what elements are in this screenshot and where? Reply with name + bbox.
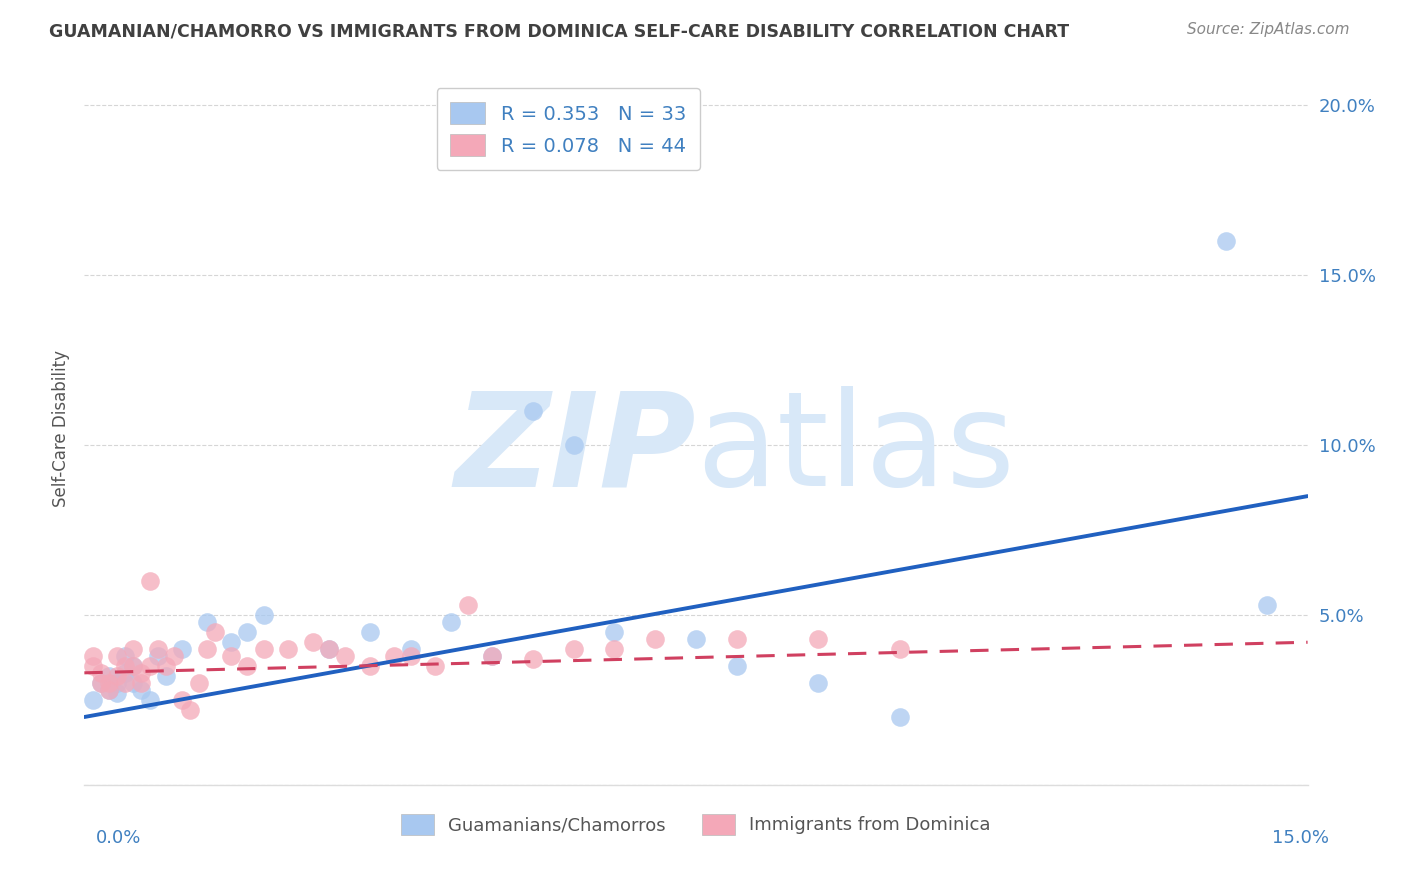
Point [481, 648, 503, 663]
Point [603, 642, 626, 657]
Point [146, 642, 169, 657]
Point [114, 648, 136, 663]
Point [97, 676, 120, 690]
Point [423, 659, 446, 673]
Point [204, 625, 226, 640]
Point [155, 669, 177, 683]
Point [138, 574, 160, 588]
Point [90, 665, 112, 680]
Point [146, 648, 169, 663]
Point [725, 632, 748, 646]
Point [440, 615, 463, 629]
Point [457, 598, 479, 612]
Point [122, 659, 145, 673]
Point [105, 686, 128, 700]
Point [131, 676, 153, 690]
Point [155, 659, 177, 673]
Point [603, 625, 626, 640]
Point [889, 642, 911, 657]
Point [97, 682, 120, 697]
Point [195, 642, 218, 657]
Point [131, 682, 153, 697]
Point [359, 625, 381, 640]
Point [172, 642, 194, 657]
Point [1215, 234, 1237, 248]
Point [318, 642, 340, 657]
Point [105, 648, 128, 663]
Point [90, 676, 112, 690]
Point [318, 642, 340, 657]
Point [114, 676, 136, 690]
Text: 0.0%: 0.0% [96, 830, 141, 847]
Point [122, 642, 145, 657]
Point [562, 642, 585, 657]
Point [195, 615, 218, 629]
Point [138, 693, 160, 707]
Point [219, 635, 242, 649]
Point [522, 652, 544, 666]
Point [105, 676, 128, 690]
Text: 15.0%: 15.0% [1271, 830, 1329, 847]
Point [122, 659, 145, 673]
Point [82, 693, 104, 707]
Point [90, 676, 112, 690]
Point [122, 676, 145, 690]
Point [138, 659, 160, 673]
Point [82, 648, 104, 663]
Point [179, 703, 201, 717]
Point [399, 642, 422, 657]
Point [236, 625, 259, 640]
Point [481, 648, 503, 663]
Legend: Guamanians/Chamorros, Immigrants from Dominica: Guamanians/Chamorros, Immigrants from Do… [389, 801, 1002, 847]
Point [399, 648, 422, 663]
Point [187, 676, 209, 690]
Point [97, 669, 120, 683]
Point [114, 659, 136, 673]
Point [685, 632, 707, 646]
Point [219, 648, 242, 663]
Point [644, 632, 666, 646]
Point [725, 659, 748, 673]
Point [82, 659, 104, 673]
Point [131, 665, 153, 680]
Text: ZIP: ZIP [454, 386, 696, 513]
Text: GUAMANIAN/CHAMORRO VS IMMIGRANTS FROM DOMINICA SELF-CARE DISABILITY CORRELATION : GUAMANIAN/CHAMORRO VS IMMIGRANTS FROM DO… [49, 22, 1070, 40]
Text: Source: ZipAtlas.com: Source: ZipAtlas.com [1187, 22, 1350, 37]
Point [236, 659, 259, 673]
Point [1256, 598, 1278, 612]
Point [359, 659, 381, 673]
Point [382, 648, 405, 663]
Point [105, 669, 128, 683]
Point [97, 682, 120, 697]
Point [301, 635, 323, 649]
Point [335, 648, 357, 663]
Point [807, 632, 830, 646]
Point [522, 404, 544, 418]
Text: atlas: atlas [696, 386, 1015, 513]
Point [114, 665, 136, 680]
Point [172, 693, 194, 707]
Y-axis label: Self-Care Disability: Self-Care Disability [52, 350, 70, 507]
Point [253, 642, 276, 657]
Point [253, 608, 276, 623]
Point [562, 438, 585, 452]
Point [807, 676, 830, 690]
Point [163, 648, 186, 663]
Point [889, 710, 911, 724]
Point [277, 642, 299, 657]
